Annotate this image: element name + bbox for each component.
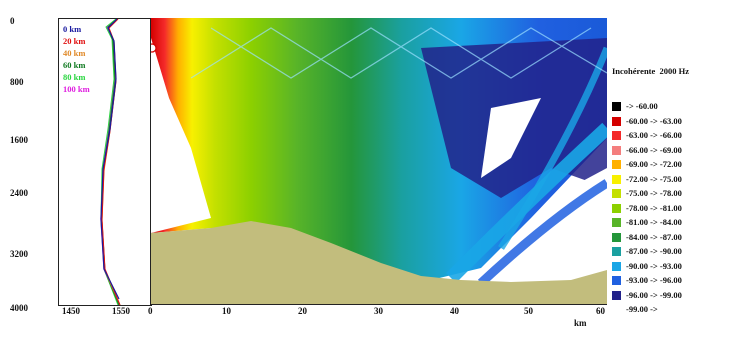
- legend-entry: -60.00 -> -63.00: [612, 116, 742, 127]
- depth-tick-1600: 1600: [10, 135, 28, 145]
- legend-entry: -> -60.00: [612, 101, 742, 112]
- x-tick-30: 30: [374, 306, 383, 316]
- x-tick-10: 10: [222, 306, 231, 316]
- x-tick-60: 60: [596, 306, 605, 316]
- depth-tick-2400: 2400: [10, 188, 28, 198]
- depth-tick-3200: 3200: [10, 249, 28, 259]
- legend-entry: -75.00 -> -78.00: [612, 188, 742, 199]
- legend-entry: -63.00 -> -66.00: [612, 130, 742, 141]
- legend-label: -78.00 -> -81.00: [626, 202, 682, 213]
- legend-entry: -96.00 -> -99.00: [612, 290, 742, 301]
- legend-entry: -81.00 -> -84.00: [612, 217, 742, 228]
- legend-swatch: [612, 102, 621, 111]
- ray-band-2: [477, 179, 607, 287]
- legend-swatch: [612, 261, 621, 271]
- legend-swatch: [612, 145, 621, 155]
- legend-label: -93.00 -> -96.00: [626, 275, 682, 285]
- profile-x-tick-1550: 1550: [112, 306, 130, 316]
- ray-band-3: [498, 46, 607, 250]
- legend-swatch: [612, 203, 621, 213]
- x-tick-50: 50: [524, 306, 533, 316]
- profile-line-0km: [100, 19, 120, 300]
- legend-label: -66.00 -> -69.00: [626, 144, 682, 155]
- range-legend-60km: 60 km: [63, 60, 86, 70]
- depth-tick-4000: 4000: [10, 303, 28, 313]
- legend-label: -87.00 -> -90.00: [626, 246, 682, 256]
- range-legend-20km: 20 km: [63, 36, 86, 46]
- legend-entry: -69.00 -> -72.00: [612, 159, 742, 170]
- legend-swatch: [612, 218, 621, 227]
- legend-entry: -87.00 -> -90.00: [612, 246, 742, 257]
- range-legend-100km: 100 km: [63, 84, 90, 94]
- transmission-loss-map: [151, 18, 607, 304]
- legend-entry: -93.00 -> -96.00: [612, 275, 742, 286]
- legend-entry: -99.00 ->: [612, 304, 742, 315]
- legend-swatch: [612, 232, 621, 242]
- legend-label: -> -60.00: [626, 101, 658, 111]
- shadow-zone-left: [151, 38, 211, 233]
- legend-label: -60.00 -> -63.00: [626, 115, 682, 126]
- legend-swatch: [612, 247, 621, 256]
- legend-swatch: [612, 174, 621, 184]
- source-marker: [151, 43, 157, 53]
- profile-panel: 0 km 20 km 40 km 60 km 80 km 100 km: [58, 18, 152, 306]
- legend-label: -90.00 -> -93.00: [626, 260, 682, 271]
- legend-label: -81.00 -> -84.00: [626, 217, 682, 227]
- range-legend-0km: 0 km: [63, 24, 82, 34]
- legend-swatch: [612, 189, 621, 198]
- transmission-loss-panel: [150, 18, 607, 305]
- x-tick-20: 20: [298, 306, 307, 316]
- seabed: [151, 221, 607, 304]
- legend-label: -99.00 ->: [626, 304, 658, 314]
- legend-label: -63.00 -> -66.00: [626, 130, 682, 140]
- legend-entry: -66.00 -> -69.00: [612, 145, 742, 156]
- legend-entry: -78.00 -> -81.00: [612, 203, 742, 214]
- legend-title: Incohérente 2000 Hz: [612, 66, 690, 76]
- legend-label: -69.00 -> -72.00: [626, 159, 682, 169]
- white-gap-1: [481, 98, 541, 178]
- legend-swatch: [612, 160, 621, 169]
- x-tick-40: 40: [450, 306, 459, 316]
- depth-tick-0: 0: [10, 16, 15, 26]
- range-legend-80km: 80 km: [63, 72, 86, 82]
- legend-label: -75.00 -> -78.00: [626, 188, 682, 198]
- legend-swatch: [612, 131, 621, 140]
- legend-entry: -84.00 -> -87.00: [612, 232, 742, 243]
- surface-ray-lattice: [190, 27, 607, 79]
- profile-x-tick-1450: 1450: [62, 306, 80, 316]
- legend-swatch: [612, 116, 621, 126]
- depth-tick-800: 800: [10, 77, 24, 87]
- legend-swatch: [612, 305, 621, 314]
- range-legend: 0 km 20 km 40 km 60 km 80 km 100 km: [63, 23, 90, 95]
- legend-entry: -90.00 -> -93.00: [612, 261, 742, 272]
- legend-swatch: [612, 290, 621, 300]
- legend-label: -96.00 -> -99.00: [626, 289, 682, 300]
- legend-label: -72.00 -> -75.00: [626, 173, 682, 184]
- sound-speed-profile: [100, 19, 121, 305]
- legend-swatch: [612, 276, 621, 285]
- x-tick-0: 0: [148, 306, 153, 316]
- x-unit-label: km: [574, 318, 587, 328]
- range-legend-40km: 40 km: [63, 48, 86, 58]
- legend-entry: -72.00 -> -75.00: [612, 174, 742, 185]
- legend-label: -84.00 -> -87.00: [626, 231, 682, 242]
